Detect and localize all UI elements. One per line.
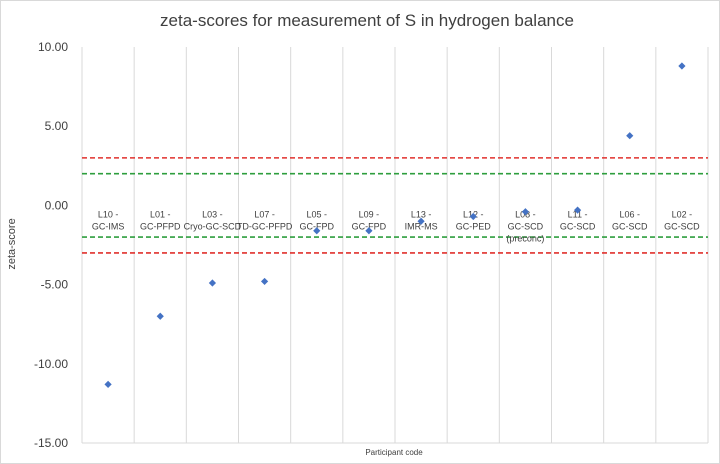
category-label: L13 -IMR-MS [405, 209, 438, 231]
category-label: L09 -GC-FPD [352, 209, 387, 231]
y-tick-label: -5.00 [41, 278, 69, 292]
y-axis-ticks: 10.00 5.00 0.00 -5.00 -10.00 -15.00 [34, 40, 68, 450]
category-label: L12 -GC-PED [456, 209, 492, 231]
y-tick-label: -10.00 [34, 357, 68, 371]
reference-lines [82, 157, 708, 254]
data-point [104, 380, 112, 388]
chart-title: zeta-scores for measurement of S in hydr… [160, 11, 574, 30]
category-label: L11 -GC-SCD [560, 209, 596, 231]
data-point [573, 206, 582, 214]
data-point [521, 208, 530, 216]
data-point [365, 227, 373, 235]
category-label: L01 -GC-PFPD [140, 209, 181, 231]
x-axis-title: Participant code [365, 448, 423, 457]
data-point [313, 227, 321, 235]
data-point [626, 132, 634, 140]
data-point [417, 217, 425, 225]
y-tick-label: 5.00 [45, 119, 69, 133]
data-point [156, 312, 164, 320]
gridlines [81, 47, 709, 444]
category-label: L06 -GC-SCD [612, 209, 648, 231]
data-point [678, 62, 686, 70]
data-point [260, 277, 269, 286]
y-tick-label: 10.00 [38, 40, 68, 54]
data-point [208, 279, 217, 287]
category-label: L05 -GC-FPD [300, 209, 335, 231]
category-label: L07 -TD-GC-PFPD [237, 209, 293, 231]
y-tick-label: 0.00 [45, 198, 69, 212]
data-point [469, 212, 477, 221]
data-points [104, 62, 686, 388]
y-axis-title: zeta-score [6, 218, 18, 269]
category-label: L02 -GC-SCD [664, 209, 700, 231]
y-tick-label: -15.00 [34, 436, 68, 450]
category-label: L10 -GC-IMS [92, 209, 125, 231]
category-label: L03 -Cryo-GC-SCD [184, 209, 242, 231]
